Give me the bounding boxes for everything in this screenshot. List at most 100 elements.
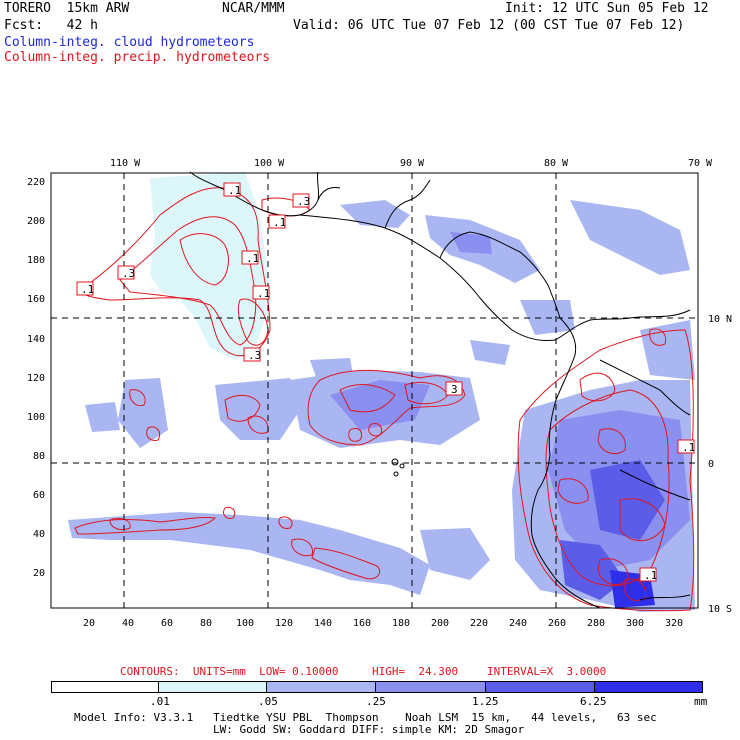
contour-interval-info: INTERVAL=X 3.0000 [487,665,607,678]
y-tick-label: 100 [27,412,45,423]
precip-contour [223,506,236,519]
cloud-region [340,200,410,228]
x-tick-label: 280 [587,618,605,629]
precip-contour [579,372,616,402]
colorbar-segment [51,681,159,693]
y-tick-label: 60 [33,490,45,501]
galapagos [391,458,405,477]
precip-contour [278,516,293,529]
contour-label: .1 [644,569,657,582]
contour-high-info: HIGH= 24.300 [372,665,459,678]
contour-label: .3 [248,349,261,362]
valid-time: Valid: 06 UTC Tue 07 Feb 12 (00 CST Tue … [293,18,685,33]
colorbar-label: 6.25 [580,695,607,708]
contour-label: .1 [246,252,259,265]
precip-contour [348,427,363,442]
precip-contour [129,389,146,407]
x-tick-label: 160 [353,618,371,629]
latitude-label: 10 S [708,604,732,615]
precip-contour [557,478,589,504]
coastline-yucatan [384,179,561,319]
model-title: TORERO 15km ARW [4,1,130,16]
y-tick-label: 200 [27,216,45,227]
contour-label-box [445,381,463,396]
longitude-label: 90 W [400,158,425,169]
precip-contour [597,428,626,455]
longitude-label: 110 W [110,158,141,169]
colorbar-segment [485,681,595,693]
contour-label-box [223,182,241,197]
forecast-hour: Fcst: 42 h [4,18,98,33]
precip-contour [339,384,396,413]
y-tick-label: 140 [27,334,45,345]
contour-label-boxes [76,182,695,582]
contour-label: .1 [257,287,270,300]
colorbar-label: .25 [366,695,386,708]
cloud-region [330,380,430,430]
x-tick-label: 180 [392,618,410,629]
cloud-region [420,528,490,580]
x-tick-label: 240 [509,618,527,629]
precip-contour [597,558,629,585]
lat-lon-gridlines [51,173,698,608]
precip-contour [619,498,666,542]
colorbar-label: .01 [150,695,170,708]
colorbar-unit: mm [694,695,708,708]
colorbar-segment [594,681,703,693]
x-tick-label: 60 [161,618,173,629]
contour-label: .1 [682,441,695,454]
precip-contour [311,547,381,580]
coastline-south-america-inner [599,309,691,601]
contour-label: .1 [81,283,94,296]
x-tick-label: 120 [275,618,293,629]
x-tick-label: 300 [626,618,644,629]
legend-cloud-hydrometeors: Column-integ. cloud hydrometeors [4,35,255,50]
cloud-region [215,378,300,440]
x-tick-label: 100 [236,618,254,629]
contour-label: .1 [228,184,241,197]
contour-label-box [243,347,261,362]
precip-contour [307,369,466,446]
cloud-region [590,460,665,540]
contour-units-info: CONTOURS: UNITS=mm LOW= 0.10000 [120,665,339,678]
contour-label: .1 [273,216,286,229]
map-frame [50,172,699,609]
latitude-labels: 10 N 0 10 S [708,314,732,615]
y-tick-label: 160 [27,294,45,305]
longitude-label: 70 W [688,158,713,169]
cloud-region [450,232,492,254]
precip-contour [624,578,647,601]
y-tick-label: 220 [27,177,45,188]
model-info-line2: LW: Godd SW: Goddard DIFF: simple KM: 2D… [213,723,525,736]
precip-contour [79,187,271,357]
colorbar-label: 1.25 [472,695,499,708]
precip-contour [545,389,670,587]
legend-precip-hydrometeors: Column-integ. precip. hydrometeors [4,50,271,65]
x-tick-label: 80 [200,618,212,629]
longitude-labels: 110 W 100 W 90 W 80 W 70 W [110,158,713,169]
cloud-region [640,320,695,380]
cloud-region [85,402,120,432]
x-tick-label: 200 [431,618,449,629]
precip-contour [74,517,217,535]
contour-label: .3 [297,195,310,208]
cloud-region [560,540,625,600]
precip-contour [224,394,261,422]
contour-label-box [292,193,310,208]
colorbar-label: .05 [258,695,278,708]
y-tick-label: 80 [33,451,45,462]
cloud-hydrometeor-shading [68,172,695,612]
precip-contour [291,538,314,557]
contour-label-box [76,281,94,296]
latitude-label: 10 N [708,314,732,325]
x-tick-label: 40 [122,618,134,629]
y-tick-label: 20 [33,568,45,579]
contour-label-box [268,214,286,229]
precip-contour [179,233,229,286]
contour-label-box [677,439,695,454]
y-tick-label: 120 [27,373,45,384]
contour-label-box [241,250,259,265]
x-tick-label: 20 [83,618,95,629]
contour-label-texts: .1 .3 .1 .1 .3 .1 .1 .3 3 .1 .1 [81,184,695,582]
